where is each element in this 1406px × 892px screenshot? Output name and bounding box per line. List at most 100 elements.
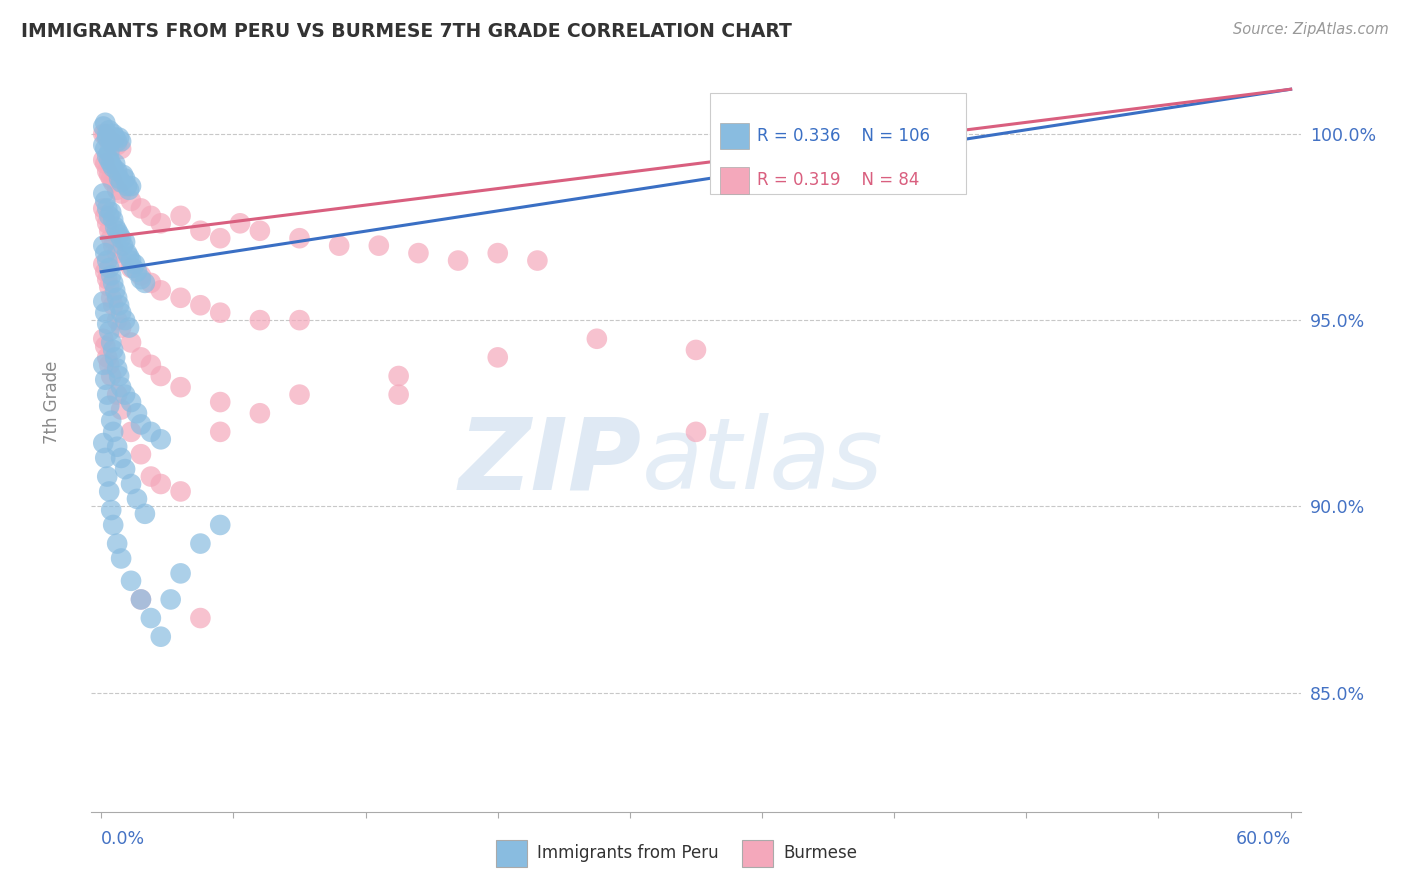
Point — [100, 135, 122, 149]
Point — [96, 127, 118, 141]
Point — [104, 157, 127, 171]
Point — [100, 205, 122, 219]
Point — [229, 216, 252, 230]
Point — [91, 186, 114, 201]
Point — [94, 157, 117, 171]
Point — [169, 209, 191, 223]
Point — [249, 313, 271, 327]
Point — [94, 116, 117, 130]
Point — [94, 373, 117, 387]
Point — [139, 425, 162, 439]
Point — [526, 253, 548, 268]
Point — [103, 518, 125, 533]
Point — [114, 462, 136, 476]
Point — [120, 179, 142, 194]
Text: R = 0.336    N = 106: R = 0.336 N = 106 — [758, 127, 931, 145]
FancyBboxPatch shape — [710, 93, 966, 194]
Point — [105, 135, 128, 149]
Point — [149, 630, 172, 644]
Point — [209, 231, 232, 245]
Point — [209, 425, 232, 439]
Point — [120, 335, 142, 350]
Point — [94, 265, 117, 279]
Point — [98, 224, 121, 238]
Point — [114, 387, 136, 401]
Text: Burmese: Burmese — [783, 845, 858, 863]
Point — [125, 406, 148, 420]
Point — [190, 298, 212, 312]
Point — [96, 272, 118, 286]
Point — [149, 369, 172, 384]
Point — [100, 291, 122, 305]
Point — [125, 265, 148, 279]
FancyBboxPatch shape — [720, 168, 749, 194]
Point — [139, 469, 162, 483]
Point — [134, 507, 156, 521]
Point — [98, 145, 121, 160]
Point — [209, 395, 232, 409]
Text: Source: ZipAtlas.com: Source: ZipAtlas.com — [1233, 22, 1389, 37]
Text: Immigrants from Peru: Immigrants from Peru — [537, 845, 718, 863]
Point — [118, 250, 141, 264]
Point — [159, 592, 181, 607]
Point — [94, 246, 117, 260]
Point — [100, 130, 122, 145]
Point — [91, 238, 114, 252]
Point — [125, 491, 148, 506]
Point — [112, 168, 135, 182]
Point — [112, 238, 135, 252]
Point — [149, 432, 172, 446]
Point — [91, 120, 114, 134]
FancyBboxPatch shape — [720, 123, 749, 149]
Point — [122, 260, 145, 275]
Point — [486, 246, 509, 260]
Point — [110, 231, 132, 245]
Point — [100, 414, 122, 428]
Point — [98, 168, 121, 182]
Point — [98, 209, 121, 223]
Point — [388, 387, 411, 401]
Point — [120, 477, 142, 491]
Point — [139, 358, 162, 372]
Point — [288, 387, 311, 401]
Point — [120, 260, 142, 275]
Point — [108, 130, 131, 145]
Point — [103, 161, 125, 175]
Point — [209, 518, 232, 533]
Point — [110, 306, 132, 320]
Point — [110, 135, 132, 149]
Point — [129, 272, 152, 286]
Point — [190, 536, 212, 550]
Point — [100, 268, 122, 283]
Point — [209, 306, 232, 320]
Point — [94, 142, 117, 156]
Point — [94, 209, 117, 223]
Point — [110, 380, 132, 394]
Point — [108, 171, 131, 186]
Point — [367, 238, 389, 252]
Point — [94, 127, 117, 141]
Point — [114, 171, 136, 186]
Point — [114, 235, 136, 249]
Point — [190, 611, 212, 625]
Point — [103, 343, 125, 357]
Point — [96, 130, 118, 145]
Text: ZIP: ZIP — [458, 413, 641, 510]
Point — [94, 450, 117, 465]
Point — [103, 276, 125, 290]
Point — [105, 164, 128, 178]
Point — [96, 130, 118, 145]
Point — [96, 351, 118, 365]
Point — [288, 313, 311, 327]
Point — [249, 406, 271, 420]
Point — [149, 216, 172, 230]
Point — [105, 138, 128, 153]
Point — [98, 358, 121, 372]
Point — [96, 317, 118, 331]
Point — [91, 257, 114, 271]
Point — [100, 135, 122, 149]
Point — [94, 194, 117, 208]
Point — [114, 313, 136, 327]
Point — [96, 216, 118, 230]
Point — [96, 253, 118, 268]
